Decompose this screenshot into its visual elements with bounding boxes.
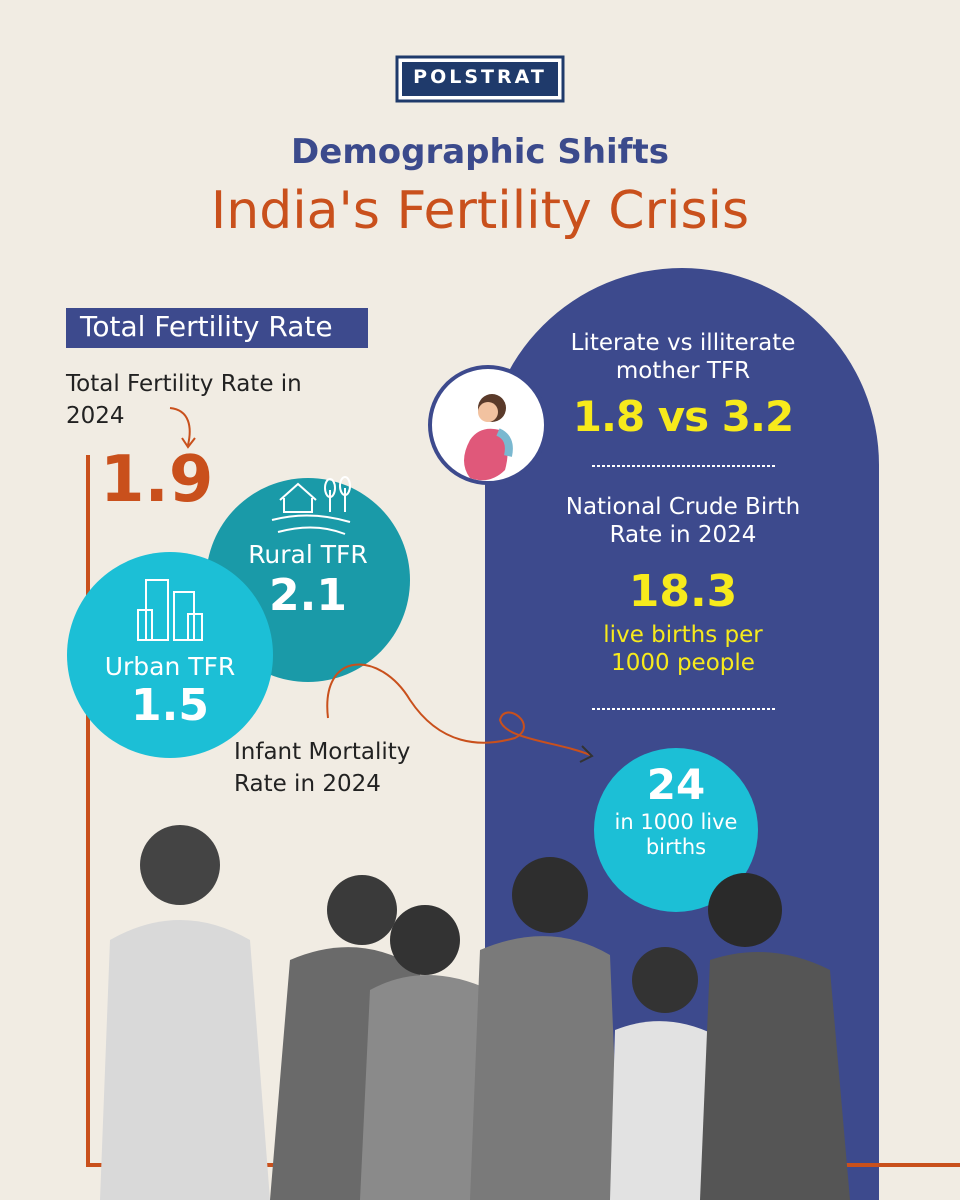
infant-value: 24 — [646, 760, 706, 809]
mother-icon — [464, 394, 513, 481]
section-label-box — [66, 308, 368, 348]
urban-circle — [67, 552, 273, 758]
logo: POLSTRAT — [413, 66, 547, 88]
cbr-value: 18.3 — [628, 566, 738, 617]
curved-arrow — [326, 663, 591, 756]
cbr-unit: live births per 1000 people — [603, 622, 763, 676]
arrow-head — [181, 437, 196, 449]
infant-unit: in 1000 live births — [614, 810, 738, 860]
people-photo — [100, 825, 850, 1200]
rural-label: Rural TFR — [248, 540, 368, 569]
tfr-label: Total Fertility Rate in 2024 — [66, 371, 302, 430]
section-label: Total Fertility Rate — [80, 310, 333, 343]
tfr-value: 1.9 — [100, 443, 214, 517]
infant-circle — [594, 748, 758, 912]
mother-icon-circle — [428, 365, 548, 485]
urban-label: Urban TFR — [104, 652, 236, 681]
logo-fill — [402, 62, 558, 96]
subtitle: India's Fertility Crisis — [210, 181, 750, 241]
cbr-label: National Crude Birth Rate in 2024 — [565, 494, 801, 548]
rural-value: 2.1 — [269, 570, 347, 621]
infant-label: Infant Mortality Rate in 2024 — [234, 739, 411, 798]
arrow-head — [579, 745, 594, 763]
arrow — [169, 407, 191, 446]
rural-icon — [271, 476, 351, 535]
urban-value: 1.5 — [131, 680, 209, 731]
title: Demographic Shifts — [291, 132, 669, 172]
urban-icon — [137, 579, 203, 641]
literacy-value: 1.8 vs 3.2 — [572, 392, 794, 441]
literacy-label: Literate vs illiterate mother TFR — [570, 330, 796, 384]
